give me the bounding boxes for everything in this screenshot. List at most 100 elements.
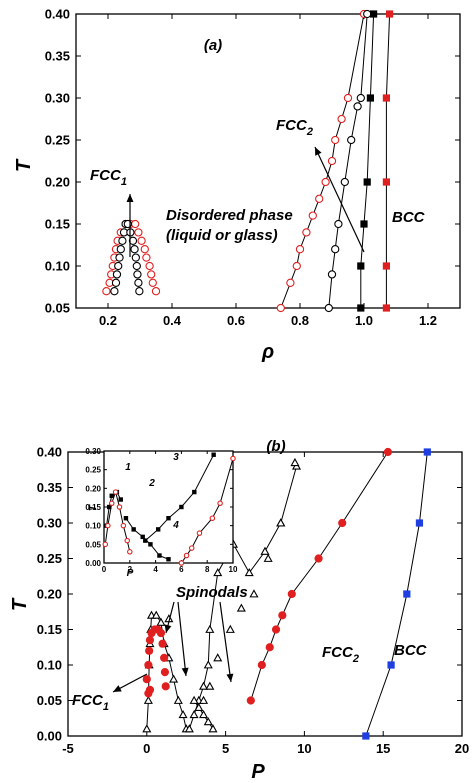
inset-series-1-point [127,549,133,555]
inset-series-3-point [192,489,197,495]
panel-a-series-3-point [353,102,362,111]
panel-b-series-0-point [173,695,183,704]
panel-a-series-4-point [357,262,365,270]
panel-b-series-4-point [265,643,274,652]
panel-a-series-2-point [327,156,337,166]
panel-a-series-2-point [302,228,311,237]
inset-series-4-point [178,560,185,566]
inset-series-3-point [143,538,148,543]
panel-b-series-0-point [142,724,152,733]
panel-b-x-tick-label: 5 [222,741,229,756]
panel-b-series-2-point [203,717,213,726]
panel-b-series-5-point [160,668,170,677]
panel-b-series-0-point [143,695,153,704]
panel-a-series-0-point [131,219,140,229]
panel-b-series-3-point [249,589,259,598]
panel-b-series-4-point [314,554,323,563]
panel-a-series-0-point [147,270,156,279]
panel-a-series-3-point [340,177,349,187]
panel-b-series-6-point [415,519,424,527]
inset-series-1-point [102,541,109,548]
panel-a-series-3-point [331,245,340,254]
panel-a-x-tick-label: 0.2 [99,313,117,328]
panel-a-annotation-fcc2: FCC2 [276,117,313,138]
panel-a-series-3-point [327,270,337,279]
panel-a-series-1-point [131,253,140,262]
panel-a-x-tick-label: 0.6 [227,313,245,328]
panel-b-y-tick-label: 0.25 [37,551,62,566]
panel-a-series-0-point [145,261,154,271]
panel-b-series-2-point [189,695,199,704]
panel-b-series-1-point [203,660,213,669]
panel-a-x-axis-label: ρ [261,341,274,363]
inset-x-tick-label: 0 [102,565,107,574]
inset-series-3-point [179,504,184,510]
inset-series-1-point [108,500,115,507]
panel-a-arrow-fcc2-head [315,147,322,156]
panel-a-y-tick-label: 0.25 [45,133,70,148]
inset-series-2-point [140,534,145,540]
panel-a-series-0-point [102,287,111,296]
panel-b-y-tick-label: 0.35 [37,480,62,495]
panel-a-series-3-point [334,219,343,229]
panel-b-label: (b) [266,438,285,455]
panel-b-series-0-point [178,709,188,719]
panel-b-annotation-bcc: BCC [394,642,428,659]
inset-series-4-point [188,545,195,551]
panel-b-series-1-point [184,724,194,733]
panel-a-series-0-point [134,228,143,237]
inset-series-4-point [230,455,236,462]
inset-x-tick-label: 4 [153,565,158,574]
panel-b-x-tick-label: -5 [62,741,74,756]
inset-series-4-point [209,515,216,521]
panel-b-series-3-point [213,653,223,662]
panel-b-annotation-spinodals: Spinodals [176,584,248,601]
panel-b-series-5-point [144,660,153,670]
panel-b-y-tick-label: 0.10 [37,658,62,673]
panel-a-series-3-point [363,9,372,19]
panel-b-series-5-point [145,646,154,655]
panel-a-x-tick-label: 1.2 [419,313,437,328]
panel-a-y-tick-label: 0.10 [45,259,70,274]
panel-b-arrow-spinodal-1 [219,601,232,683]
inset-x-tick-label: 6 [179,565,184,574]
panel-b-series-5-point [158,639,167,648]
panel-a-series-1-point [118,236,127,245]
panel-a-arrow-fcc2 [314,146,365,253]
panel-b-series-1-point [244,567,254,577]
panel-b-y-tick-label: 0.40 [37,445,62,460]
inset-series-1-point [120,522,127,529]
panel-b-series-3-point [236,603,246,612]
panel-a-x-tick-label: 1.0 [355,313,373,328]
panel-b-series-1-point [199,681,209,690]
panel-b-x-tick-label: 10 [297,741,311,756]
panel-b-series-5-point [160,653,169,663]
panel-b-series-5-point [161,682,170,691]
panel-b-series-0-point [151,610,161,619]
panel-b-series-3-point [205,681,215,690]
inset-plot-frame [103,450,234,564]
inset-curve-label-4: 4 [172,520,179,531]
inset-curve-label-2: 2 [148,478,155,489]
panel-b-series-3-point [225,624,235,633]
panel-b-series-3-point [290,457,300,467]
inset-series-1-point [105,522,111,529]
panel-a-y-tick-label: 0.15 [45,217,70,232]
inset-series-2-point [123,516,129,521]
inset-x-tick-label: 2 [128,565,133,574]
panel-a-series-3-point [324,303,333,313]
panel-b-series-4-point [338,518,347,528]
panel-a-x-tick-label: 0.8 [291,313,309,328]
panel-a-annotation-disordered: Disordered phase [166,207,293,224]
inset-series-4-point [217,500,223,507]
panel-b-series-4-point [287,589,296,599]
panel-a-series-2-point [286,278,295,287]
inset-series-2-point [157,553,162,558]
panel-a-series-1-point [111,278,121,287]
panel-a-annotation-liquid-glass: (liquid or glass) [166,227,278,244]
panel-a-series-1-point [132,261,141,271]
inset-y-tick-label: 0.30 [85,447,101,456]
panel-b-series-4-point [278,611,287,620]
panel-a-series-4-point [363,178,371,186]
inset-series-3-point [211,452,216,457]
